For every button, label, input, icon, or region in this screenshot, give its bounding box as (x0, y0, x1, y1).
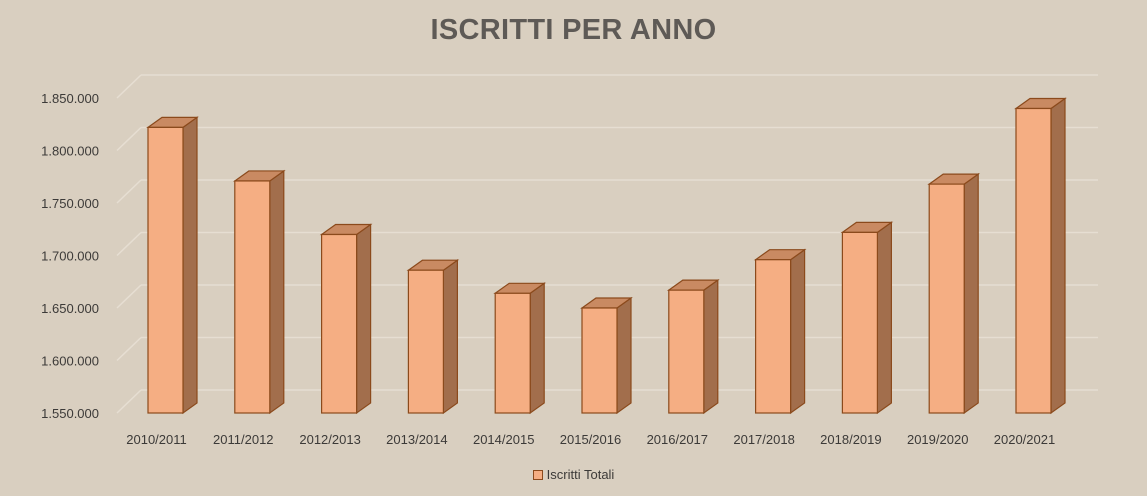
x-tick-label: 2011/2012 (213, 432, 274, 447)
y-tick-label: 1.700.000 (41, 249, 99, 264)
y-tick-label: 1.550.000 (41, 406, 99, 421)
gridline-diag (116, 336, 142, 362)
x-tick-label: 2013/2014 (386, 432, 447, 447)
bar (494, 292, 531, 414)
bar (928, 183, 965, 414)
bar-side (442, 259, 458, 415)
gridline-diag (116, 231, 142, 257)
y-tick-label: 1.750.000 (41, 196, 99, 211)
bar (147, 126, 184, 414)
x-tick-label: 2016/2017 (647, 432, 708, 447)
y-tick-label: 1.800.000 (41, 144, 99, 159)
x-tick-label: 2020/2021 (994, 432, 1055, 447)
bar-side (1050, 97, 1066, 415)
chart-title: ISCRITTI PER ANNO (430, 14, 717, 46)
gridline-diag (116, 284, 142, 309)
bar-side (963, 172, 979, 415)
bar-side (703, 278, 719, 415)
y-tick-label: 1.600.000 (41, 354, 99, 369)
x-tick-label: 2015/2016 (560, 432, 621, 447)
gridline-diag (116, 179, 142, 204)
bar-side (269, 169, 285, 415)
bar (407, 269, 444, 414)
legend-label: Iscritti Totali (546, 467, 615, 482)
bar-side (789, 248, 806, 415)
bar (321, 233, 358, 414)
gridline-diag (116, 126, 142, 152)
gridline-diag (116, 389, 142, 414)
x-tick-label: 2018/2019 (820, 432, 881, 447)
bar (1015, 107, 1052, 414)
bar (581, 307, 618, 414)
bar-side (182, 116, 198, 415)
x-tick-label: 2014/2015 (473, 432, 534, 447)
bar-side (876, 221, 893, 415)
bar-side (616, 296, 632, 415)
bar (668, 289, 705, 414)
bar (754, 259, 792, 414)
x-tick-label: 2019/2020 (907, 432, 968, 447)
bar-side (356, 223, 372, 415)
y-tick-label: 1.650.000 (41, 301, 99, 316)
bar (841, 231, 879, 414)
y-tick-label: 1.850.000 (41, 91, 99, 106)
bar (234, 180, 271, 414)
x-tick-label: 2010/2011 (126, 432, 187, 447)
x-tick-label: 2012/2013 (299, 432, 360, 447)
gridline-diag (116, 74, 142, 99)
bar-side (529, 282, 545, 415)
x-tick-label: 2017/2018 (733, 432, 794, 447)
legend: Iscritti Totali (0, 467, 1147, 482)
legend-swatch (532, 469, 543, 480)
